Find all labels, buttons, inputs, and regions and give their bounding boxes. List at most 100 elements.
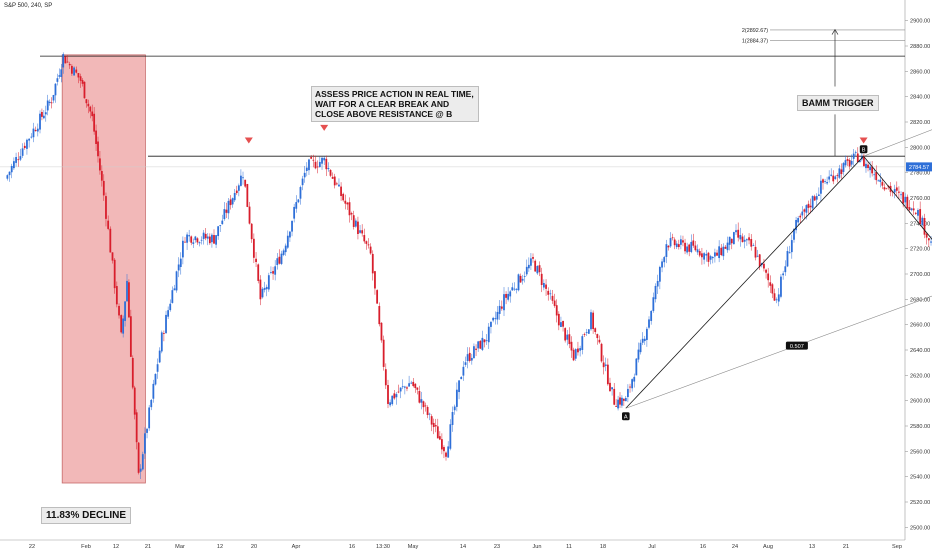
candle-body bbox=[784, 266, 787, 273]
candle-body bbox=[426, 407, 429, 415]
candle-body bbox=[803, 209, 806, 212]
candle-body bbox=[126, 280, 128, 302]
candle-body bbox=[295, 202, 298, 209]
candle-body bbox=[549, 293, 552, 295]
x-tick-label: 16 bbox=[700, 544, 706, 550]
candle-body bbox=[551, 295, 554, 301]
candle-body bbox=[250, 223, 253, 240]
x-tick-label: 16 bbox=[349, 544, 355, 550]
candle-body bbox=[137, 442, 140, 473]
candle-body bbox=[219, 225, 222, 227]
trade-note-callout: ASSESS PRICE ACTION IN REAL TIME, WAIT F… bbox=[311, 86, 479, 122]
candle-body bbox=[891, 191, 894, 193]
candle-body bbox=[912, 208, 915, 211]
x-tick-label: 24 bbox=[732, 544, 738, 550]
candle-body bbox=[594, 328, 597, 332]
candle-body bbox=[206, 236, 209, 239]
candle-body bbox=[122, 318, 125, 334]
candle-body bbox=[416, 387, 419, 390]
candle-body bbox=[572, 349, 575, 361]
candle-body bbox=[898, 191, 900, 193]
retracement-ratio-label-bg bbox=[785, 341, 808, 350]
candle-body bbox=[809, 205, 812, 208]
candle-body bbox=[665, 244, 668, 257]
candle-body bbox=[438, 436, 441, 440]
candle-body bbox=[739, 234, 742, 240]
candle-body bbox=[286, 235, 289, 248]
candle-body bbox=[91, 111, 94, 117]
candle-body bbox=[363, 235, 366, 242]
candle-body bbox=[579, 348, 582, 351]
candle-body bbox=[485, 340, 488, 342]
candle-body bbox=[602, 362, 605, 368]
candle-body bbox=[408, 383, 410, 387]
candle-body bbox=[436, 426, 439, 439]
candle-body bbox=[244, 179, 247, 187]
candle-body bbox=[152, 383, 155, 399]
candle-body bbox=[581, 336, 584, 350]
candle-body bbox=[50, 102, 53, 104]
pattern-point-a-bg bbox=[622, 412, 630, 421]
candle-body bbox=[645, 328, 648, 340]
candle-body bbox=[17, 159, 20, 161]
candle-body bbox=[592, 312, 595, 330]
candle-body bbox=[420, 399, 423, 403]
candle-body bbox=[113, 259, 116, 289]
candle-body bbox=[848, 159, 851, 167]
candle-body bbox=[95, 130, 97, 144]
candle-body bbox=[782, 273, 785, 276]
candle-body bbox=[830, 174, 833, 176]
candle-body bbox=[658, 266, 661, 282]
candle-body bbox=[822, 179, 824, 183]
candle-body bbox=[863, 155, 865, 167]
candle-body bbox=[652, 297, 655, 311]
candle-body bbox=[728, 236, 731, 245]
candle-body bbox=[663, 257, 666, 263]
candle-body bbox=[631, 379, 634, 389]
candle-body bbox=[748, 237, 750, 241]
candle-body bbox=[208, 236, 211, 244]
candle-body bbox=[773, 293, 776, 301]
candle-body bbox=[519, 275, 522, 283]
candle-body bbox=[111, 252, 114, 261]
candle-body bbox=[475, 348, 477, 350]
candle-body bbox=[752, 245, 755, 247]
candle-body bbox=[815, 196, 818, 200]
fib-level-label: 1(2884.37) bbox=[742, 38, 768, 44]
candle-body bbox=[507, 293, 510, 300]
candle-body bbox=[517, 274, 520, 291]
candle-body bbox=[635, 358, 638, 376]
candle-body bbox=[48, 101, 51, 103]
candle-body bbox=[30, 136, 33, 138]
chart-title: S&P 500, 240, SP bbox=[4, 3, 53, 9]
candle-body bbox=[331, 176, 334, 179]
candle-body bbox=[361, 230, 364, 234]
candle-body bbox=[698, 251, 701, 256]
candle-body bbox=[233, 193, 236, 201]
candle-body bbox=[914, 212, 917, 214]
candle-body bbox=[181, 240, 184, 258]
retracement-ratio-label: 0.507 bbox=[790, 344, 804, 350]
candle-body bbox=[720, 247, 723, 256]
candle-body bbox=[169, 303, 172, 311]
candle-body bbox=[412, 381, 415, 387]
candle-body bbox=[248, 206, 251, 224]
candle-body bbox=[881, 182, 884, 186]
candle-body bbox=[617, 399, 619, 409]
candle-body bbox=[788, 252, 791, 254]
candle-body bbox=[44, 112, 47, 115]
candle-body bbox=[308, 159, 310, 171]
candle-body bbox=[293, 206, 296, 219]
candle-body bbox=[473, 346, 475, 359]
candle-body bbox=[115, 286, 118, 305]
candle-body bbox=[690, 241, 693, 253]
candle-body bbox=[869, 166, 871, 171]
candle-body bbox=[449, 424, 452, 449]
candle-body bbox=[217, 226, 220, 237]
candle-body bbox=[468, 352, 471, 361]
candle-body bbox=[807, 203, 810, 208]
candle-body bbox=[732, 232, 735, 245]
red-arrow-marker bbox=[320, 124, 329, 131]
candle-body bbox=[667, 245, 670, 248]
candles bbox=[6, 52, 932, 480]
